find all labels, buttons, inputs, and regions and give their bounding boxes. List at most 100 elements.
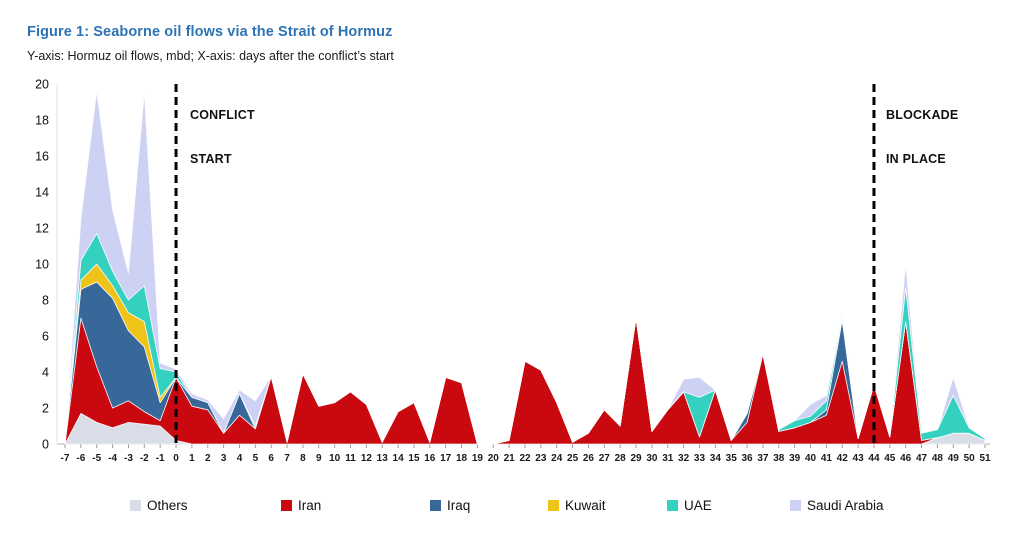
x-tick-label: -1: [156, 453, 165, 464]
x-tick-label: 36: [742, 453, 754, 464]
legend-swatch-kuwait: [548, 500, 559, 511]
y-tick-label: 8: [42, 294, 49, 308]
blockade-line2: IN PLACE: [886, 152, 946, 166]
x-tick-label: 28: [615, 453, 627, 464]
y-tick-label: 0: [42, 438, 49, 452]
y-tick-label: 10: [35, 258, 49, 272]
blockade-annotation: BLOCKADE IN PLACE: [886, 82, 958, 170]
x-tick-label: 43: [853, 453, 865, 464]
x-tick-label: 30: [646, 453, 658, 464]
legend-label: Saudi Arabia: [807, 498, 884, 513]
legend-swatch-saudi-arabia: [790, 500, 801, 511]
x-tick-label: 6: [268, 453, 274, 464]
x-tick-label: 20: [488, 453, 500, 464]
x-tick-label: -6: [76, 453, 85, 464]
x-tick-label: 41: [821, 453, 833, 464]
x-tick-label: 27: [599, 453, 611, 464]
y-tick-label: 2: [42, 402, 49, 416]
legend-swatch-iran: [281, 500, 292, 511]
x-tick-label: 31: [662, 453, 674, 464]
legend-item-kuwait: Kuwait: [548, 498, 606, 513]
x-tick-label: 14: [393, 453, 405, 464]
x-tick-label: 51: [979, 453, 991, 464]
y-tick-label: 6: [42, 330, 49, 344]
x-tick-label: 21: [504, 453, 516, 464]
x-tick-label: 35: [726, 453, 738, 464]
x-tick-label: 47: [916, 453, 928, 464]
x-tick-label: 38: [773, 453, 785, 464]
blockade-line1: BLOCKADE: [886, 108, 959, 122]
x-tick-label: 11: [345, 453, 356, 464]
figure-subtitle: Y-axis: Hormuz oil flows, mbd; X-axis: d…: [27, 49, 394, 63]
conflict-start-line1: CONFLICT: [190, 108, 255, 122]
x-tick-label: 50: [964, 453, 976, 464]
x-tick-label: 13: [377, 453, 389, 464]
legend-swatch-iraq: [430, 500, 441, 511]
x-tick-label: 49: [948, 453, 960, 464]
x-tick-label: 10: [329, 453, 341, 464]
x-tick-label: 5: [253, 453, 259, 464]
x-tick-label: 3: [221, 453, 227, 464]
x-tick-label: 26: [583, 453, 595, 464]
x-tick-label: 9: [316, 453, 322, 464]
x-tick-label: 29: [630, 453, 642, 464]
x-tick-label: 45: [884, 453, 896, 464]
legend-item-saudi-arabia: Saudi Arabia: [790, 498, 884, 513]
legend-swatch-uae: [667, 500, 678, 511]
x-tick-label: 37: [757, 453, 769, 464]
x-tick-label: 24: [551, 453, 563, 464]
x-tick-label: -4: [108, 453, 117, 464]
x-tick-label: 39: [789, 453, 801, 464]
x-tick-label: 22: [519, 453, 531, 464]
legend-label: Iran: [298, 498, 322, 513]
x-tick-label: 48: [932, 453, 944, 464]
y-tick-label: 20: [35, 78, 49, 92]
y-tick-label: 18: [35, 114, 49, 128]
legend-label: UAE: [684, 498, 712, 513]
legend-item-others: Others: [130, 498, 188, 513]
conflict-start-line2: START: [190, 152, 232, 166]
legend-item-iraq: Iraq: [430, 498, 470, 513]
x-tick-label: 40: [805, 453, 817, 464]
x-tick-label: 46: [900, 453, 912, 464]
y-tick-label: 4: [42, 366, 49, 380]
legend-swatch-others: [130, 500, 141, 511]
x-tick-label: 19: [472, 453, 484, 464]
x-tick-label: 18: [456, 453, 468, 464]
x-tick-label: 17: [440, 453, 452, 464]
y-tick-label: 16: [35, 150, 49, 164]
x-tick-label: -5: [92, 453, 101, 464]
x-tick-label: 7: [284, 453, 290, 464]
x-tick-label: 33: [694, 453, 706, 464]
x-tick-label: 15: [408, 453, 420, 464]
legend-label: Kuwait: [565, 498, 606, 513]
y-tick-label: 14: [35, 186, 49, 200]
x-tick-label: 16: [424, 453, 436, 464]
x-tick-label: 44: [868, 453, 880, 464]
legend-label: Others: [147, 498, 188, 513]
area-saudi-arabia: [64, 90, 986, 445]
x-tick-label: 0: [173, 453, 179, 464]
x-tick-label: 2: [205, 453, 211, 464]
x-tick-label: 34: [710, 453, 722, 464]
legend-item-iran: Iran: [281, 498, 321, 513]
conflict-start-annotation: CONFLICT START: [190, 82, 255, 170]
x-tick-label: 1: [189, 453, 195, 464]
figure-title: Figure 1: Seaborne oil flows via the Str…: [27, 24, 393, 40]
x-tick-label: 32: [678, 453, 690, 464]
x-tick-label: 4: [237, 453, 243, 464]
x-tick-label: 23: [535, 453, 547, 464]
x-tick-label: 42: [837, 453, 849, 464]
legend-label: Iraq: [447, 498, 471, 513]
x-tick-label: -7: [61, 453, 70, 464]
x-tick-label: 8: [300, 453, 306, 464]
y-tick-label: 12: [35, 222, 49, 236]
x-tick-label: -3: [124, 453, 133, 464]
x-tick-label: 12: [361, 453, 373, 464]
legend-item-uae: UAE: [667, 498, 712, 513]
chart-legend: Others Iran Iraq Kuwait UAE Saudi Arabia: [0, 498, 1020, 522]
x-tick-label: 25: [567, 453, 579, 464]
x-tick-label: -2: [140, 453, 149, 464]
